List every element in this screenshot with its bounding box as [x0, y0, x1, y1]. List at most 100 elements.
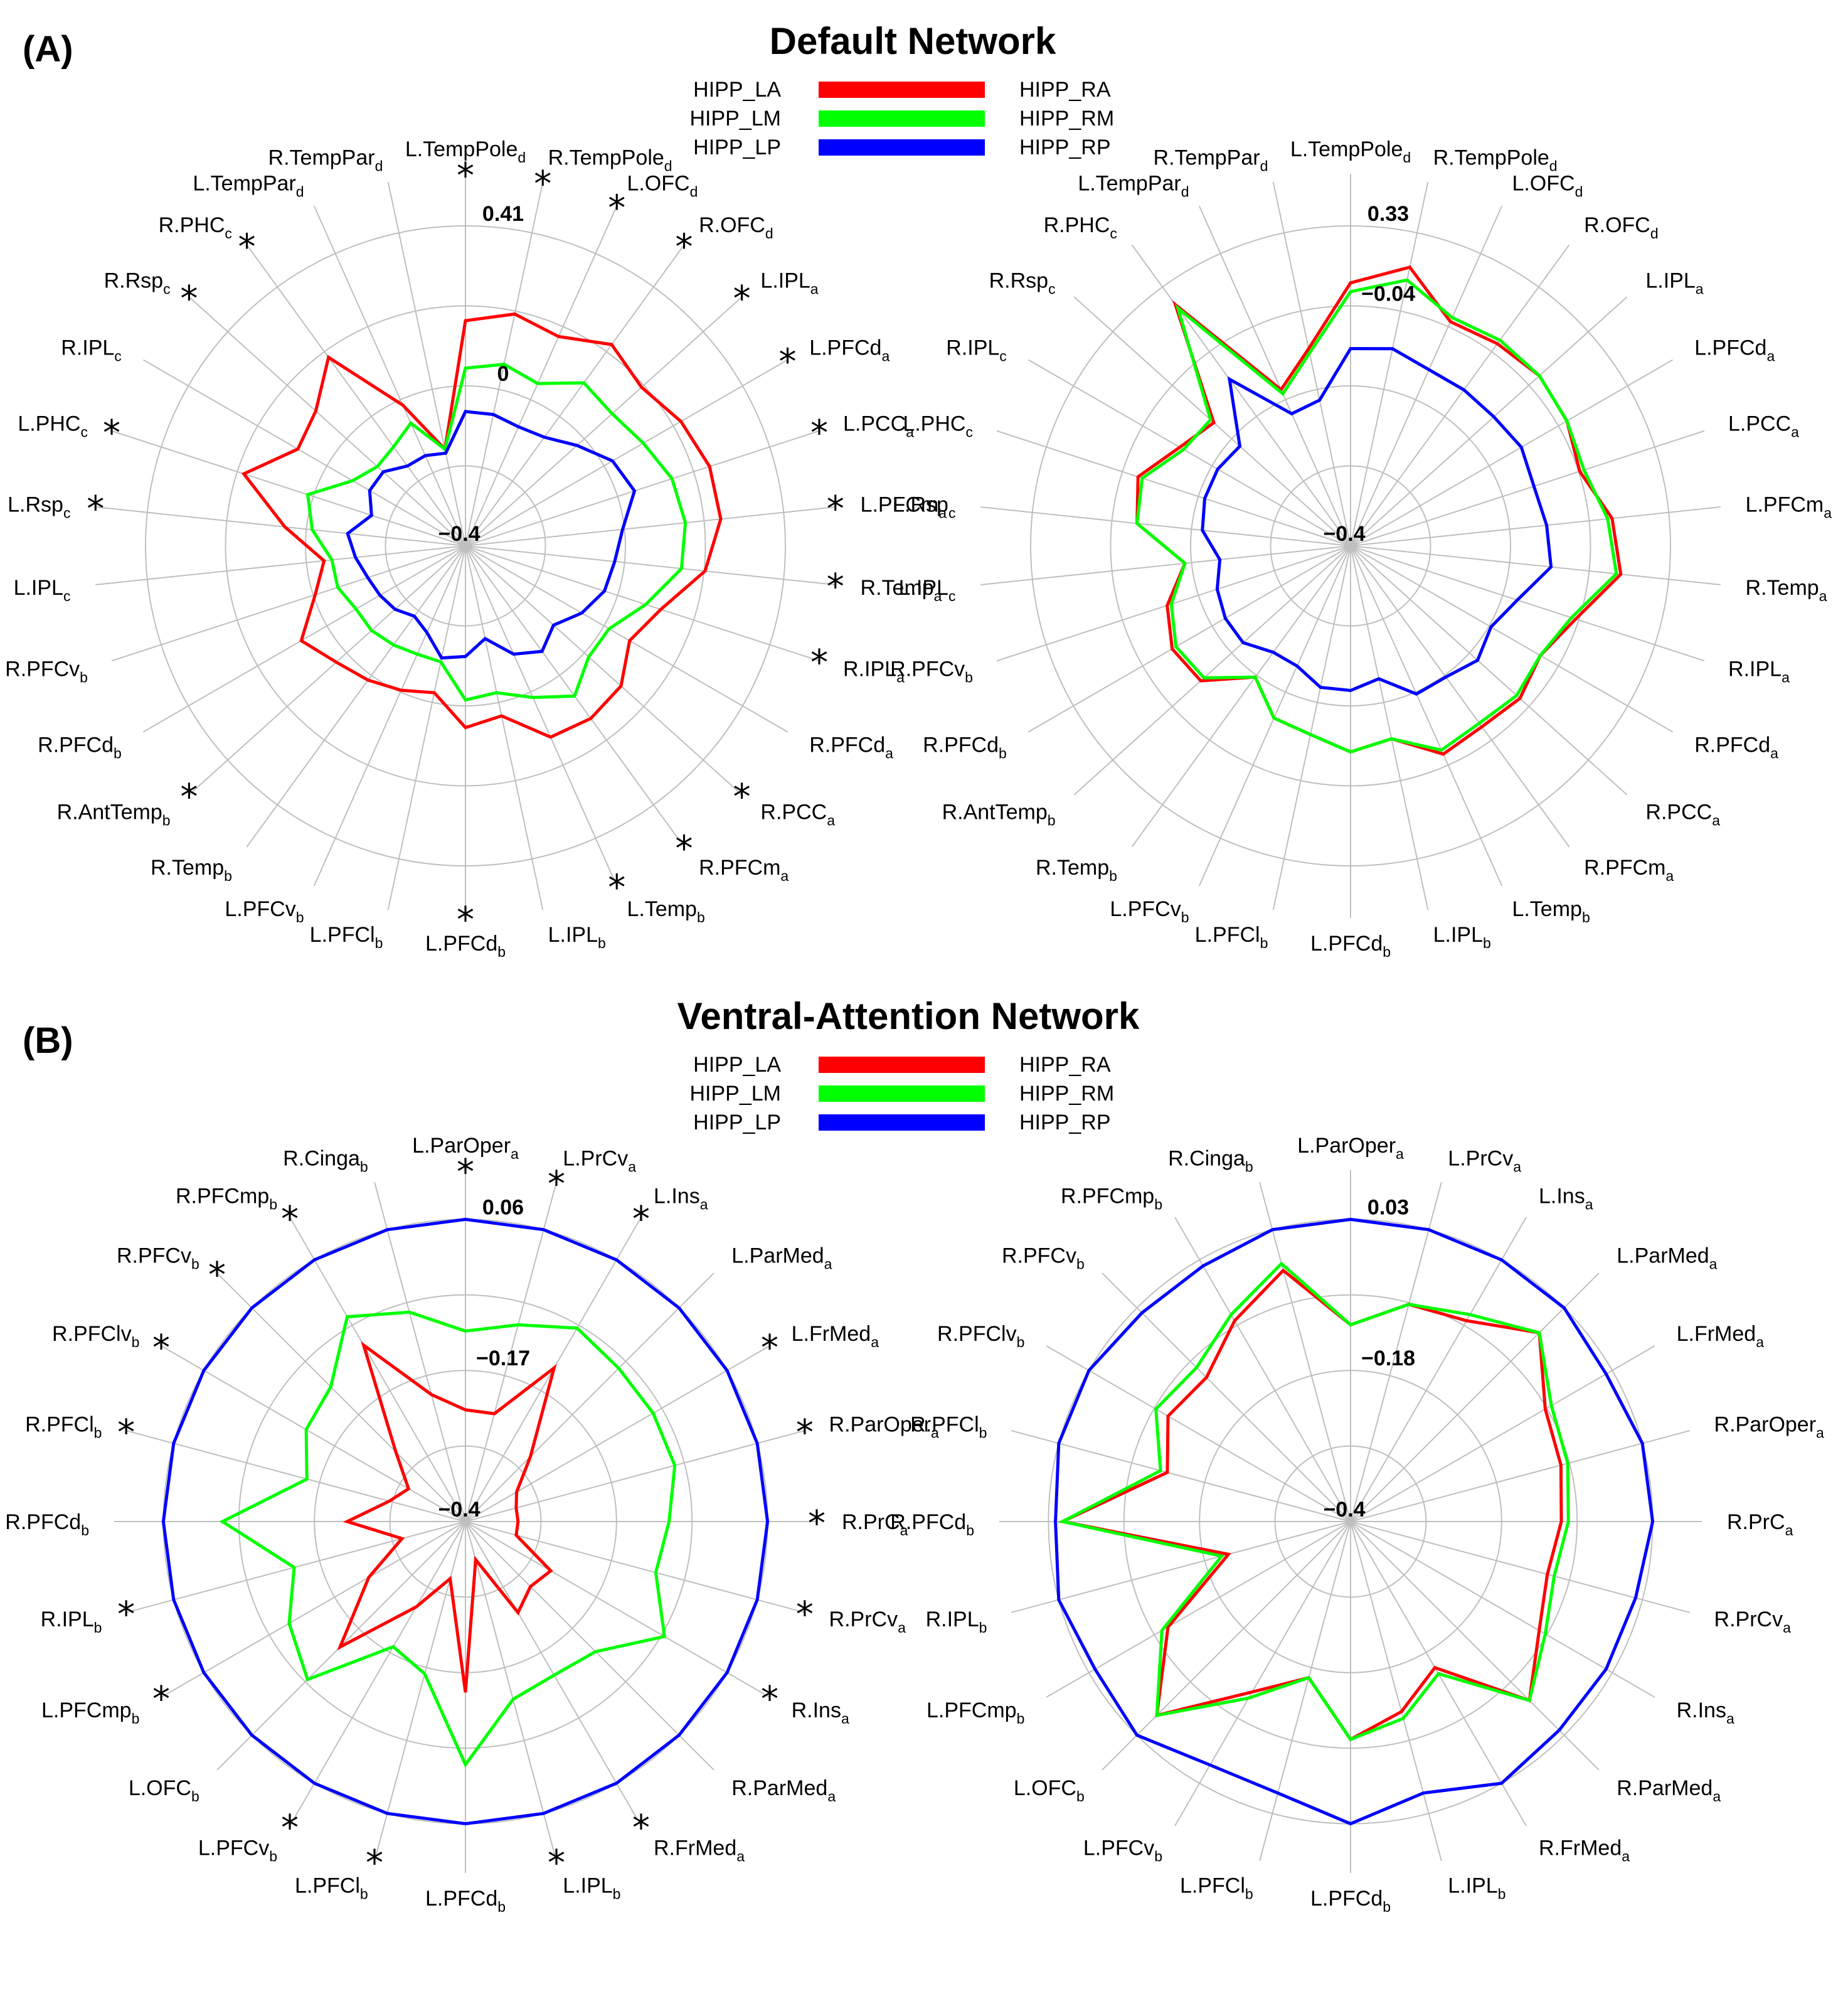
axis-label-l-ipl-b: L.IPLb — [563, 1874, 620, 1902]
axis-spoke — [1011, 1521, 1351, 1613]
axis-label-l-frmed-a: L.FrMeda — [1677, 1322, 1765, 1350]
axis-spoke — [1272, 181, 1351, 547]
legend-label-hipp-rm: HIPP_RM — [1019, 1082, 1114, 1106]
axis-label-r-prc-a: R.PrCa — [842, 1510, 908, 1538]
axis-label-r-pfcmp-b: R.PFCmpb — [176, 1184, 277, 1212]
axis-spoke — [465, 1430, 805, 1522]
axis-label-r-prcv-a: R.PrCva — [1714, 1608, 1792, 1636]
axis-label-l-temppole-d: L.TempPoled — [405, 137, 526, 166]
axis-label-r-ins-a: R.Insa — [792, 1698, 849, 1727]
legend-label-hipp-rm: HIPP_RM — [1019, 107, 1114, 131]
axis-spoke — [161, 1521, 466, 1698]
significance-star: * — [761, 1328, 778, 1368]
significance-star: * — [779, 342, 797, 383]
axis-spoke — [313, 545, 466, 887]
axis-spoke — [1272, 545, 1351, 910]
significance-star: * — [281, 1199, 299, 1240]
significance-star: * — [608, 868, 625, 909]
significance-star: * — [796, 1594, 814, 1635]
axis-spoke — [1259, 1181, 1351, 1522]
axis-label-l-pcc-a: L.PCCa — [1728, 412, 1799, 440]
axis-label-r-prc-a: R.PrCa — [1727, 1510, 1793, 1538]
ring-value-label: −0.4 — [1323, 1498, 1365, 1522]
significance-star: * — [103, 413, 120, 454]
axis-spoke — [142, 359, 466, 547]
legend-swatch — [819, 139, 985, 156]
axis-label-l-pfcd-a: L.PFCda — [1694, 336, 1775, 364]
axis-spoke — [111, 545, 466, 662]
axis-label-l-pfcv-b: L.PFCvb — [225, 897, 304, 925]
axis-label-r-pcc-a: R.PCCa — [1645, 800, 1720, 828]
axis-spoke — [1131, 545, 1351, 848]
ring-value-label: 0.06 — [482, 1195, 524, 1219]
significance-star: * — [180, 777, 198, 818]
axis-label-l-ofc-b: L.OFCb — [1014, 1776, 1085, 1805]
series-hipp-la — [337, 1341, 557, 1693]
axis-label-r-pfcd-b: R.PFCdb — [890, 1510, 974, 1538]
legend-label-hipp-lp: HIPP_LP — [693, 1111, 781, 1134]
axis-label-l-pfcm-a: L.PFCma — [861, 493, 947, 521]
axis-spoke — [1350, 1521, 1600, 1771]
ring-value-label: 0.33 — [1367, 202, 1409, 226]
axis-spoke — [1350, 1345, 1655, 1522]
significance-star: * — [87, 489, 104, 530]
series-hipp-rp — [1054, 1217, 1655, 1826]
axis-spoke — [1102, 1521, 1351, 1771]
axis-label-r-pfcm-a: R.PFCma — [1584, 856, 1674, 884]
legend-swatch — [819, 110, 985, 127]
legend-label-hipp-rp: HIPP_RP — [1019, 1111, 1111, 1134]
axis-label-l-pfcv-b: L.PFCvb — [1083, 1837, 1162, 1865]
axis-spoke — [1350, 244, 1570, 547]
axis-spoke — [1011, 1430, 1351, 1522]
axis-label-l-ipl-c: L.IPLc — [899, 576, 956, 604]
axis-spoke — [1174, 1217, 1351, 1522]
significance-star: * — [457, 156, 474, 196]
axis-label-l-ofc-d: L.OFCd — [1512, 172, 1583, 200]
axis-label-r-ipl-b: R.IPLb — [41, 1608, 102, 1636]
axis-label-r-ipl-a: R.IPLa — [1728, 658, 1790, 686]
axis-spoke — [465, 1521, 770, 1698]
significance-star: * — [238, 227, 255, 267]
axis-label-r-pfcv-b: R.PFCvb — [5, 658, 88, 686]
panel-label-a: (A) — [23, 29, 73, 70]
ring-value-label: −0.4 — [438, 522, 480, 546]
axis-label-l-pfcmp-b: L.PFCmpb — [927, 1698, 1024, 1727]
ring-value-label: −0.18 — [1361, 1346, 1415, 1370]
axis-label-l-ofc-d: L.OFCd — [627, 172, 698, 200]
axis-spoke — [980, 506, 1351, 547]
ring-value-label: −0.04 — [1361, 282, 1415, 306]
axis-spoke — [95, 545, 466, 585]
axis-label-r-ipl-c: R.IPLc — [61, 336, 122, 364]
axis-label-r-rsp-c: R.Rspc — [989, 269, 1056, 297]
axis-label-l-phc-c: L.PHCc — [18, 412, 88, 440]
panel-title-a: Default Network — [770, 20, 1056, 62]
significance-star: * — [548, 1843, 565, 1884]
significance-star: * — [208, 1255, 226, 1296]
axis-spoke — [387, 181, 466, 547]
legend-swatch — [819, 1085, 985, 1102]
axis-label-r-anttemp-b: R.AntTempb — [57, 800, 171, 828]
significance-star: * — [180, 279, 198, 319]
axis-spoke — [1350, 506, 1721, 547]
axis-label-l-ipl-a: L.IPLa — [1645, 269, 1703, 297]
axis-label-l-temppar-d: L.TempPard — [1078, 172, 1189, 200]
axis-spoke — [465, 545, 544, 910]
axis-spoke — [1174, 1521, 1351, 1826]
axis-label-r-temp-b: R.Tempb — [1036, 856, 1117, 884]
series-hipp-lp — [161, 1217, 770, 1826]
significance-star: * — [733, 279, 751, 319]
significance-star: * — [761, 1679, 778, 1720]
axis-label-r-parmed-a: R.ParMeda — [1617, 1776, 1721, 1805]
axis-label-r-cinga-b: R.Cingab — [1168, 1146, 1253, 1175]
axis-spoke — [374, 1181, 466, 1522]
axis-label-r-frmed-a: R.FrMeda — [1539, 1837, 1630, 1865]
axis-label-r-temppar-d: R.TempPard — [268, 146, 383, 174]
axis-spoke — [996, 545, 1351, 662]
axis-spoke — [465, 1272, 714, 1522]
legend-label-hipp-la: HIPP_LA — [693, 1053, 781, 1077]
axis-label-r-pfcd-b: R.PFCdb — [5, 1510, 89, 1538]
axis-label-l-ipl-a: L.IPLa — [760, 269, 818, 297]
significance-star: * — [548, 1164, 565, 1205]
axis-label-l-pfcl-b: L.PFClb — [295, 1874, 368, 1902]
